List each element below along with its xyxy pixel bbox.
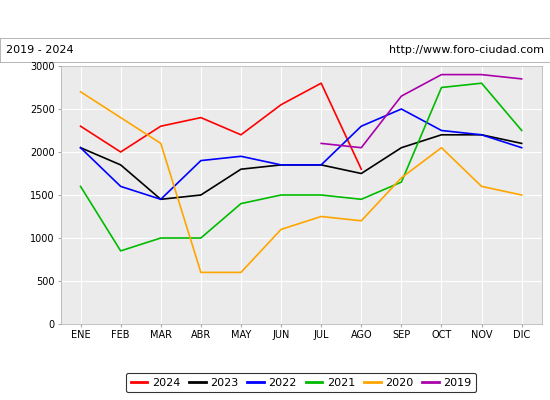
Legend: 2024, 2023, 2022, 2021, 2020, 2019: 2024, 2023, 2022, 2021, 2020, 2019: [126, 373, 476, 392]
Text: 2019 - 2024: 2019 - 2024: [6, 45, 73, 55]
Text: Evolucion Nº Turistas Nacionales en el municipio de Sant Vicenç dels Horts: Evolucion Nº Turistas Nacionales en el m…: [27, 12, 523, 26]
Text: http://www.foro-ciudad.com: http://www.foro-ciudad.com: [389, 45, 544, 55]
